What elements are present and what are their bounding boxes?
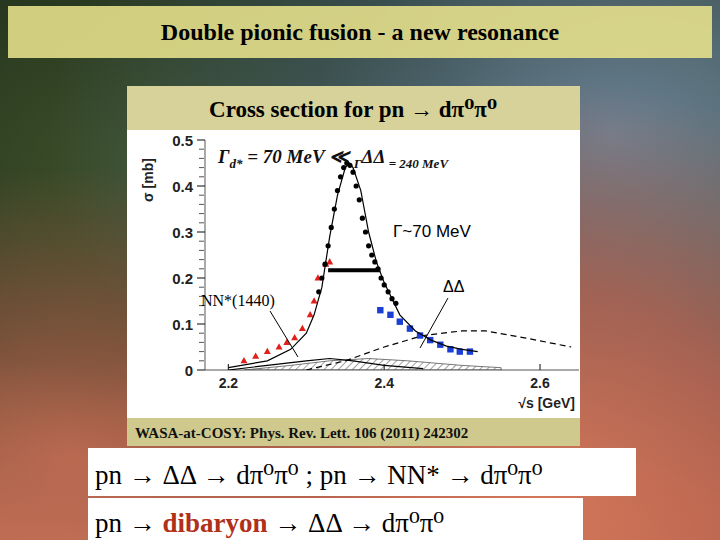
y-tick-label: 0.5 xyxy=(172,132,193,149)
slide-title: Double pionic fusion - a new resonance xyxy=(161,19,560,45)
data-point xyxy=(307,311,314,317)
width-note-part: = 70 MeV ≪ xyxy=(242,146,353,167)
y-minor-tick xyxy=(199,176,204,177)
y-minor-tick xyxy=(199,204,204,205)
y-tick xyxy=(197,277,205,278)
data-point xyxy=(387,312,393,318)
y-axis-label: σ [mb] xyxy=(140,158,156,202)
y-minor-tick xyxy=(199,167,204,168)
data-point xyxy=(360,216,365,221)
y-tick xyxy=(197,231,205,232)
reaction-text: pn → ΔΔ → dπ⁰π⁰ ; pn → NN* → dπ⁰π⁰ xyxy=(95,460,543,490)
y-minor-tick xyxy=(199,351,204,352)
y-tick-label: 0.2 xyxy=(172,270,193,287)
y-minor-tick xyxy=(199,287,204,288)
y-minor-tick xyxy=(199,333,204,334)
y-tick-label: 0 xyxy=(185,362,193,379)
dibaryon-box xyxy=(88,498,583,540)
width-note-part: Γ xyxy=(217,146,230,167)
y-tick xyxy=(197,323,205,324)
chart-title: Cross section for pn → dπ⁰π⁰ xyxy=(209,97,497,122)
y-minor-tick xyxy=(199,149,204,150)
width-note-part: Γ xyxy=(353,156,362,171)
data-point xyxy=(252,352,259,358)
annotation-arrow xyxy=(420,298,448,348)
x-axis-label: √s [GeV] xyxy=(518,395,575,411)
y-minor-tick xyxy=(199,314,204,315)
y-tick-label: 0.3 xyxy=(172,224,193,241)
slide-canvas: Double pionic fusion - a new resonance Cr… xyxy=(0,0,720,540)
curve xyxy=(228,163,477,368)
dibaryon-reaction: pn → dibaryon → ΔΔ → dπ⁰π⁰ xyxy=(95,508,444,538)
chart-area xyxy=(127,130,580,418)
data-point xyxy=(291,334,298,340)
y-minor-tick xyxy=(199,360,204,361)
width-bar xyxy=(328,268,380,272)
x-tick-label: 2.6 xyxy=(530,375,550,391)
data-point xyxy=(264,348,271,354)
annotation: ΔΔ xyxy=(443,278,465,295)
width-note-part: ΔΔ xyxy=(361,146,386,167)
data-point xyxy=(354,183,359,188)
reference-box xyxy=(127,418,580,446)
dibaryon-reaction-part: dibaryon xyxy=(163,508,268,538)
reference: WASA-at-COSY: Phys. Rev. Lett. 106 (2011… xyxy=(135,425,468,442)
title-bar xyxy=(8,6,712,58)
data-point xyxy=(397,319,403,325)
y-minor-tick xyxy=(199,158,204,159)
y-minor-tick xyxy=(199,268,204,269)
y-minor-tick xyxy=(199,195,204,196)
data-point xyxy=(467,348,473,354)
dibaryon-reaction-part: pn → xyxy=(95,508,163,538)
y-tick-label: 0.4 xyxy=(172,178,194,195)
data-point xyxy=(407,325,413,331)
y-minor-tick xyxy=(199,250,204,251)
plot-data xyxy=(228,160,571,370)
y-axis-line xyxy=(205,140,206,370)
y-tick xyxy=(197,369,205,370)
width-note-part: = 240 MeV xyxy=(385,156,449,171)
x-tick xyxy=(228,364,229,370)
y-minor-tick xyxy=(199,241,204,242)
data-point xyxy=(366,243,371,248)
width-note: Γd* = 70 MeV ≪ ΓΔΔ = 240 MeV xyxy=(217,146,449,171)
y-minor-tick xyxy=(199,213,204,214)
y-minor-tick xyxy=(199,342,204,343)
x-tick xyxy=(539,364,540,370)
y-tick-label: 0.1 xyxy=(172,316,193,333)
x-tick-label: 2.2 xyxy=(219,375,239,391)
dibaryon-reaction-part: → ΔΔ → dπ⁰π⁰ xyxy=(268,508,445,538)
curve xyxy=(306,331,571,370)
data-point xyxy=(357,197,362,202)
data-point xyxy=(363,229,368,234)
x-tick-label: 2.4 xyxy=(374,375,394,391)
data-point xyxy=(311,297,318,303)
y-tick xyxy=(197,139,205,140)
width-note-part: d* xyxy=(229,156,243,171)
data-point xyxy=(299,325,306,331)
slide: Double pionic fusion - a new resonance Cr… xyxy=(0,0,720,540)
data-point xyxy=(240,357,247,363)
annotation-arrow xyxy=(270,311,298,357)
data-point xyxy=(377,307,383,313)
annotation: NN*(1440) xyxy=(201,292,275,310)
reaction-box xyxy=(88,448,636,496)
data-point xyxy=(276,343,283,349)
curve xyxy=(228,359,423,371)
y-minor-tick xyxy=(199,222,204,223)
y-minor-tick xyxy=(199,259,204,260)
annotation: Γ~70 MeV xyxy=(393,222,472,241)
y-tick xyxy=(197,185,205,186)
chart-title-box xyxy=(127,86,580,130)
